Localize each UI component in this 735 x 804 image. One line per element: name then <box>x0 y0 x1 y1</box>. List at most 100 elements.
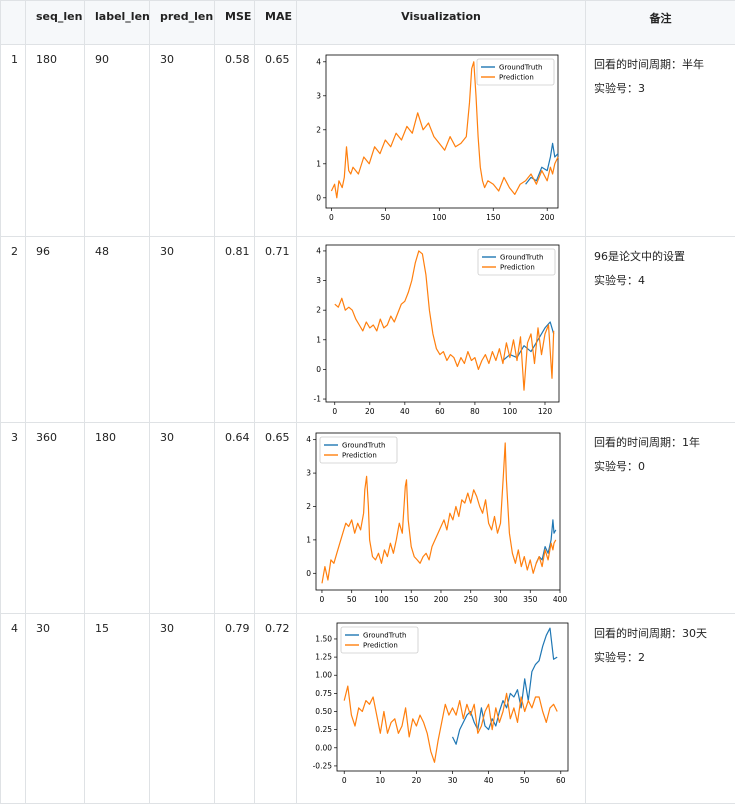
forecast-chart: 0 10 20 30 40 50 60 -0.25 0.00 0.25 0.50 0.75 1.00 1.… <box>297 614 585 800</box>
note-line: 回看的时间周期：半年 <box>594 53 735 77</box>
note-line: 实验号：4 <box>594 269 735 293</box>
cell-label-len: 180 <box>85 423 150 614</box>
y-tick-label: 3 <box>306 469 311 478</box>
x-tick-label: 40 <box>484 776 494 785</box>
note-line: 实验号：3 <box>594 77 735 101</box>
x-tick-label: 0 <box>329 213 334 222</box>
cell-seq-len: 96 <box>26 237 85 423</box>
x-tick-label: 200 <box>434 595 449 604</box>
cell-notes: 回看的时间周期：30天 实验号：2 <box>586 614 735 804</box>
note-line: 回看的时间周期：30天 <box>594 622 735 646</box>
legend-label: GroundTruth <box>499 64 543 72</box>
y-tick-label: 1 <box>316 335 321 344</box>
y-tick-label: 1.00 <box>315 671 332 680</box>
legend-label: GroundTruth <box>363 632 407 640</box>
x-tick-label: 150 <box>486 213 501 222</box>
cell-pred-len: 30 <box>150 45 215 237</box>
col-header-seq-len: seq_len <box>26 1 85 45</box>
y-tick-label: 1.50 <box>315 634 332 643</box>
x-tick-label: 100 <box>432 213 447 222</box>
cell-notes: 96是论文中的设置 实验号：4 <box>586 237 735 423</box>
legend-label: GroundTruth <box>500 254 544 262</box>
col-header-index <box>1 1 26 45</box>
x-tick-label: 30 <box>448 776 458 785</box>
col-header-mae: MAE <box>255 1 297 45</box>
x-tick-label: 400 <box>553 595 568 604</box>
note-line: 回看的时间周期：1年 <box>594 431 735 455</box>
x-tick-label: 60 <box>556 776 566 785</box>
x-tick-label: 50 <box>381 213 391 222</box>
x-tick-label: 250 <box>464 595 479 604</box>
cell-mae: 0.65 <box>255 423 297 614</box>
cell-mae: 0.65 <box>255 45 297 237</box>
x-tick-label: 10 <box>376 776 386 785</box>
legend-label: GroundTruth <box>342 442 386 450</box>
cell-label-len: 48 <box>85 237 150 423</box>
legend-label: Prediction <box>363 642 398 650</box>
y-tick-label: 4 <box>316 57 321 66</box>
x-tick-label: 200 <box>540 213 555 222</box>
y-tick-label: 0.25 <box>315 725 332 734</box>
y-tick-label: 1.25 <box>315 653 332 662</box>
x-tick-label: 20 <box>365 407 375 416</box>
legend-label: Prediction <box>342 452 377 460</box>
y-tick-label: 0 <box>306 569 311 578</box>
x-tick-label: 60 <box>435 407 445 416</box>
x-tick-label: 100 <box>374 595 389 604</box>
header-row: seq_len label_len pred_len MSE MAE Visua… <box>1 1 735 45</box>
legend-label: Prediction <box>499 74 534 82</box>
col-header-visualization: Visualization <box>297 1 586 45</box>
x-tick-label: 50 <box>347 595 357 604</box>
cell-seq-len: 360 <box>26 423 85 614</box>
note-line: 实验号：0 <box>594 455 735 479</box>
y-tick-label: 0.00 <box>315 743 332 752</box>
cell-mse: 0.58 <box>215 45 255 237</box>
x-tick-label: 150 <box>404 595 419 604</box>
y-tick-label: 0.75 <box>315 689 332 698</box>
note-line: 实验号：2 <box>594 646 735 670</box>
y-tick-label: -0.25 <box>313 761 333 770</box>
cell-seq-len: 30 <box>26 614 85 804</box>
x-tick-label: 80 <box>470 407 480 416</box>
x-tick-label: 300 <box>493 595 508 604</box>
y-tick-label: -1 <box>314 395 322 404</box>
y-tick-label: 4 <box>306 435 311 444</box>
cell-notes: 回看的时间周期：半年 实验号：3 <box>586 45 735 237</box>
row-index: 4 <box>1 614 26 804</box>
col-header-label-len: label_len <box>85 1 150 45</box>
y-tick-label: 3 <box>316 276 321 285</box>
x-tick-label: 100 <box>503 407 518 416</box>
cell-pred-len: 30 <box>150 614 215 804</box>
x-tick-label: 350 <box>523 595 538 604</box>
y-tick-label: 0.50 <box>315 707 332 716</box>
x-tick-label: 50 <box>520 776 530 785</box>
x-tick-label: 0 <box>332 407 337 416</box>
x-tick-label: 120 <box>538 407 553 416</box>
cell-label-len: 90 <box>85 45 150 237</box>
row-index: 2 <box>1 237 26 423</box>
y-tick-label: 0 <box>316 193 321 202</box>
x-tick-label: 0 <box>342 776 347 785</box>
cell-mse: 0.79 <box>215 614 255 804</box>
col-header-pred-len: pred_len <box>150 1 215 45</box>
legend-label: Prediction <box>500 264 535 272</box>
note-line: 96是论文中的设置 <box>594 245 735 269</box>
y-tick-label: 2 <box>316 125 321 134</box>
y-tick-label: 1 <box>316 159 321 168</box>
x-tick-label: 40 <box>400 407 410 416</box>
cell-pred-len: 30 <box>150 423 215 614</box>
row-index: 1 <box>1 45 26 237</box>
x-tick-label: 20 <box>412 776 422 785</box>
row-index: 3 <box>1 423 26 614</box>
